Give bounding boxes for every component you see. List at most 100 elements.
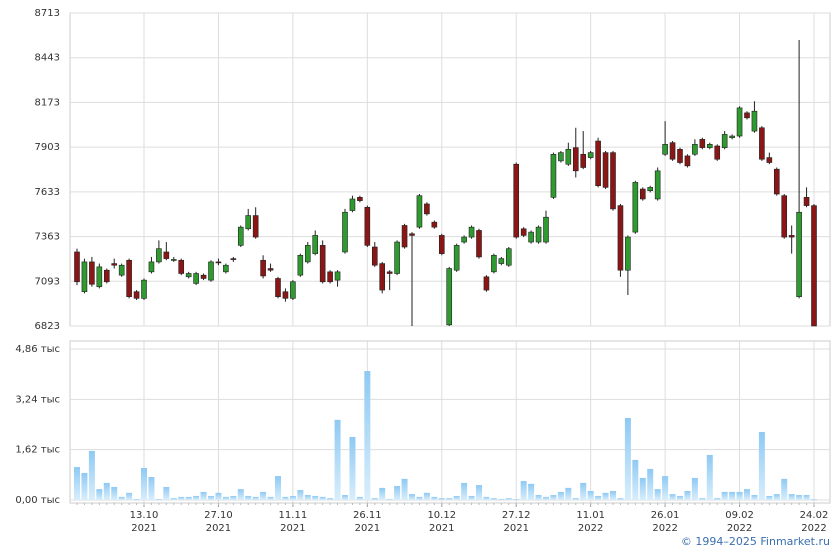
candle-body	[148, 261, 155, 273]
candle-body	[580, 153, 587, 168]
y-tick-label: 0,00 тыс	[15, 495, 60, 506]
candle-body	[409, 233, 415, 236]
candle-body	[550, 153, 557, 198]
candle-body	[491, 254, 497, 273]
candle-body	[610, 152, 616, 210]
candle-body	[587, 152, 594, 158]
candle-body	[215, 261, 222, 264]
candle-body	[74, 251, 80, 283]
candle-body	[237, 226, 244, 246]
volume-bar	[401, 478, 408, 500]
candle-body	[349, 198, 356, 211]
candle-body	[684, 155, 691, 167]
candle-body	[468, 226, 475, 238]
candle-body	[193, 273, 199, 284]
x-tick-label: 24.02 2022	[799, 510, 829, 534]
y-tick-label: 8173	[35, 97, 60, 108]
candle-body	[528, 231, 534, 243]
volume-bar	[669, 494, 676, 500]
candle-body	[669, 142, 676, 160]
candle-body	[208, 261, 214, 281]
volume-bar	[706, 454, 713, 500]
volume-bar	[572, 498, 579, 500]
volume-bar	[252, 496, 259, 500]
volume-bar	[624, 417, 631, 500]
candle-body	[572, 147, 579, 172]
candle-body	[788, 235, 795, 238]
volume-bar	[394, 486, 401, 500]
candle-body	[714, 145, 721, 160]
volume-bar	[260, 491, 267, 500]
volume-bar	[297, 490, 304, 500]
y-tick-label: 7363	[35, 232, 60, 243]
volume-bar	[758, 431, 765, 500]
volume-bar	[371, 498, 378, 500]
candle-body	[260, 259, 266, 277]
volume-bar	[498, 499, 505, 500]
candle-body	[513, 163, 520, 238]
volume-bar	[222, 496, 229, 500]
volume-bar	[356, 496, 363, 500]
candle-body	[654, 170, 661, 200]
volume-bar	[811, 499, 817, 500]
volume-bar	[200, 491, 207, 500]
volume-bar	[483, 496, 490, 500]
candle-body	[647, 187, 654, 191]
candle-body	[223, 264, 229, 273]
candle-body	[245, 215, 252, 230]
volume-bar	[334, 419, 341, 500]
volume-bar	[647, 468, 654, 500]
candle-body	[729, 135, 735, 139]
volume-bar	[796, 495, 803, 500]
candle-body	[290, 281, 296, 299]
candle-body	[438, 235, 445, 254]
volume-bar	[803, 495, 810, 500]
volume-bar	[751, 495, 758, 500]
volume-bar	[185, 496, 192, 500]
volume-bar	[103, 482, 110, 500]
volume-bar	[282, 496, 289, 500]
volume-bar	[543, 496, 549, 500]
volume-bar	[788, 494, 795, 500]
volume-bar	[349, 436, 356, 500]
volume-bar	[729, 491, 736, 500]
candle-body	[364, 206, 371, 246]
candle-body	[297, 254, 304, 276]
volume-bar	[215, 492, 222, 500]
candle-body	[476, 230, 482, 258]
volume-bar	[237, 489, 244, 500]
volume-bar	[587, 490, 594, 500]
candle-body	[751, 110, 758, 132]
volume-bar	[610, 490, 616, 500]
volume-bar	[490, 498, 497, 500]
volume-bar	[275, 476, 281, 500]
candle-body	[96, 266, 103, 288]
y-tick-label: 6823	[35, 321, 60, 332]
candle-body	[759, 127, 765, 160]
volume-bar	[126, 492, 133, 500]
volume-bar	[319, 496, 326, 500]
candle-body	[483, 276, 490, 291]
y-tick-label: 8713	[35, 8, 60, 19]
volume-bar	[468, 495, 475, 500]
candle-body	[282, 291, 289, 299]
candle-body	[558, 152, 564, 162]
candle-body	[111, 263, 118, 266]
volume-bar	[163, 486, 170, 500]
candle-body	[811, 205, 817, 327]
candle-body	[498, 258, 505, 264]
footer: © 1994–2025 Finmarket.ru	[680, 535, 830, 548]
candle-body	[453, 245, 460, 271]
volume-bar	[96, 489, 103, 500]
candle-body	[394, 241, 400, 274]
x-tick-label: 10.12 2021	[427, 510, 457, 534]
candle-body	[446, 268, 453, 326]
x-tick-label: 26.01 2022	[650, 510, 680, 534]
volume-bar	[379, 487, 386, 500]
candle-body	[103, 269, 110, 283]
candle-body	[133, 291, 140, 299]
candle-body	[461, 236, 467, 243]
candle-body	[371, 246, 378, 266]
candle-body	[252, 215, 259, 238]
y-tick-label: 1,62 тыс	[15, 445, 60, 456]
